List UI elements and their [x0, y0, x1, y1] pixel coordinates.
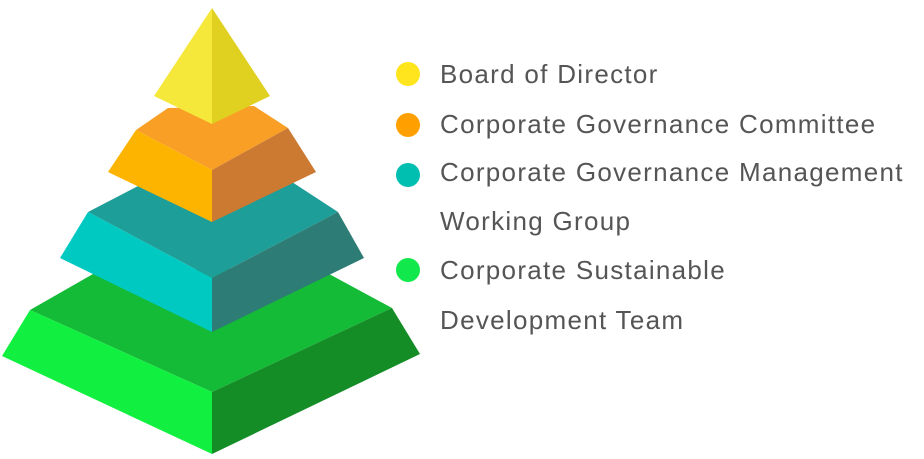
tier-3-top-face: [88, 182, 338, 278]
tier-3-right-face: [212, 212, 364, 332]
legend-label-sustainable-team-line2: Development Team: [440, 305, 685, 335]
tier-2-right-face: [212, 128, 316, 222]
tier-3-left-face: [60, 212, 212, 332]
legend-label-working-group-line1: Corporate Governance Management: [440, 157, 904, 187]
tier-4-right-face: [212, 308, 420, 454]
tier-1-left-face: [154, 8, 212, 124]
tier-2-left-face: [108, 130, 212, 222]
legend-label-sustainable-team-line1: Corporate Sustainable: [440, 255, 727, 285]
legend-label-working-group-line2: Working Group: [440, 206, 632, 236]
pyramid-diagram: [2, 8, 420, 454]
tier-4-left-face: [2, 310, 212, 454]
legend-dot-teal: [396, 163, 420, 187]
tier-2-top-face: [136, 106, 288, 170]
legend-label-board: Board of Director: [440, 59, 659, 89]
legend-dot-orange: [396, 113, 420, 137]
legend-label-committee: Corporate Governance Committee: [440, 109, 877, 139]
tier-1-right-face: [212, 8, 270, 124]
legend-dot-yellow: [396, 62, 420, 86]
legend-dot-green: [396, 258, 420, 282]
